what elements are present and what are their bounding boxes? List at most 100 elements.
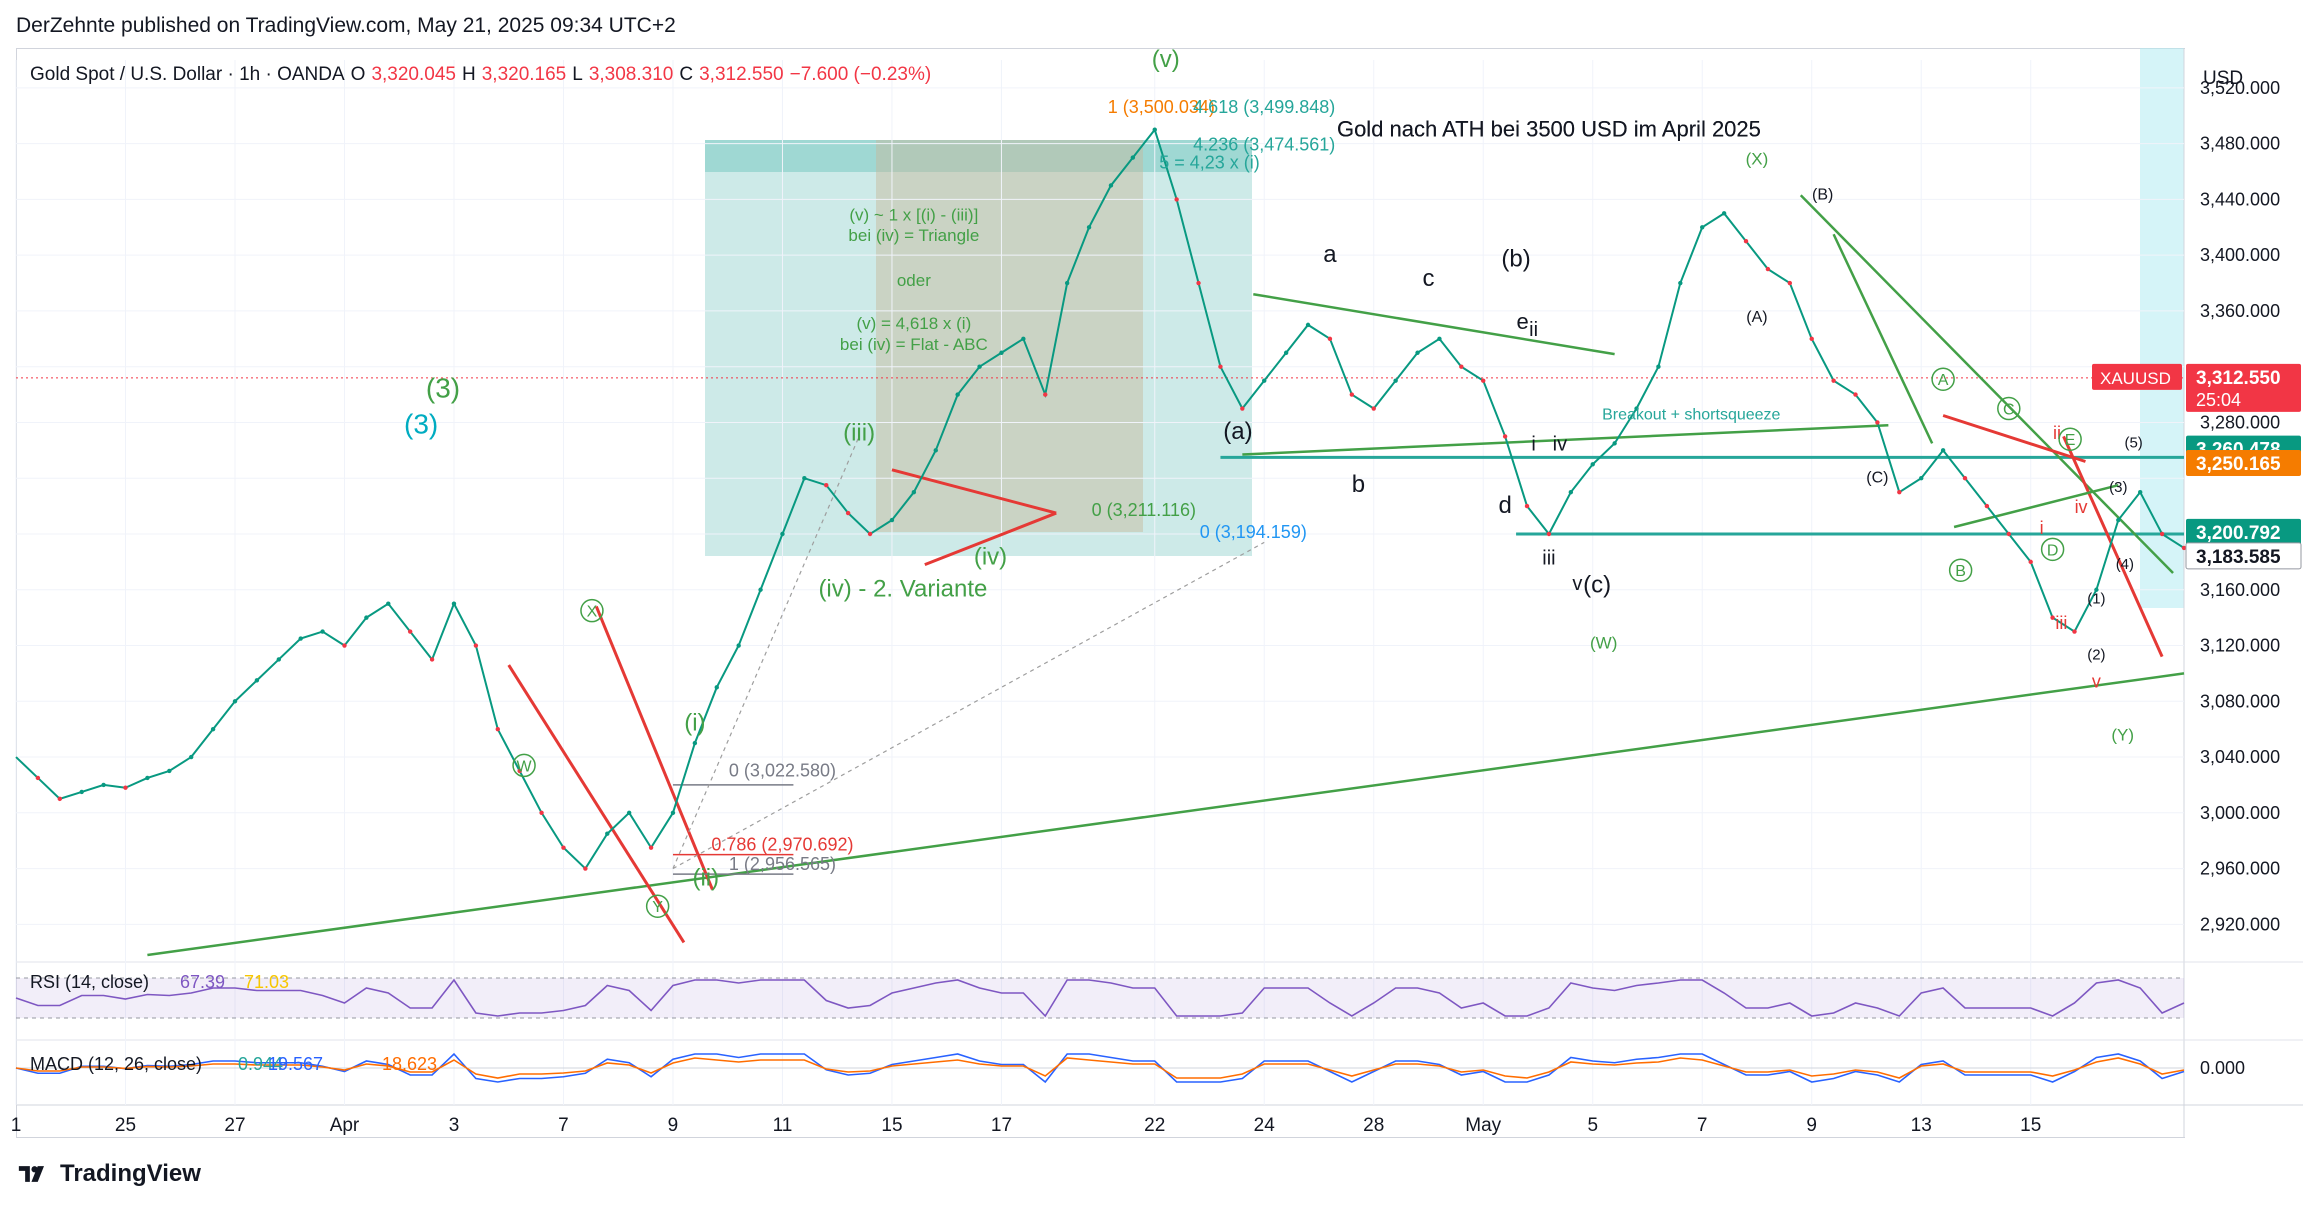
price-point [780,531,785,537]
price-point [276,657,281,662]
circled-wave-label: B [1948,558,1973,582]
macd-line [15,1052,2185,1084]
circled-wave-label: D [2040,537,2065,562]
circle-letter: Y [652,899,663,916]
currency-label[interactable]: USD [2203,68,2243,89]
circled-wave-label: Y [645,894,670,918]
x-tick-label: 9 [668,1115,679,1136]
wave-label: Gold nach ATH bei 3500 USD im April 2025 [1337,117,1761,142]
y-tick-label: 3,280.000 [2200,412,2280,432]
wave-label: (3) [2109,479,2127,496]
price-point [2050,615,2055,620]
price-point [1327,336,1333,342]
price-point [188,754,194,760]
price-badge-countdown: 25:04 [2196,390,2241,410]
price-point [1524,503,1530,509]
price-point [495,726,500,732]
wave-label: 5 = 4,23 x (i) [1159,153,1260,173]
price-point [1853,392,1858,397]
x-tick-label: 28 [1363,1115,1384,1136]
price-badge-bg [2186,363,2301,412]
y-tick-label: 3,440.000 [2200,189,2280,209]
wave-label: (c) [1583,572,1611,599]
triangle-lower-line [1242,424,1889,456]
x-tick-label: Apr [330,1115,360,1136]
wave-label: b [1352,471,1365,498]
price-point [955,392,960,397]
price-point [1700,225,1705,230]
price-point [1064,280,1070,286]
macd-value: 19.567 [268,1054,323,1074]
wave-label: (i) [684,710,705,737]
wave-label: (iv) - 2. Variante [818,576,987,603]
price-point [1678,280,1683,286]
wave-label: bei (iv) = Triangle [848,226,979,245]
price-badge: 3,250.165 [2186,450,2301,477]
price-badge-value: 3,183.585 [2196,547,2281,568]
price-badge: 3,183.585 [2185,542,2302,570]
price-point [670,810,676,816]
price-point [1393,378,1398,383]
price-point [1590,462,1595,467]
price-point [364,615,369,620]
close-value: 3,312.550 [699,64,784,85]
price-point [2094,587,2099,592]
circled-wave-label: C [1997,396,2021,421]
tradingview-footer[interactable]: TradingView [16,1160,201,1188]
support-trendline [147,672,2185,957]
price-point [999,350,1004,355]
open-value: 3,320.045 [371,64,456,85]
circled-wave-label: X [580,598,604,623]
price-point [1086,225,1092,230]
rsi-value: 67.39 [180,972,225,992]
price-point [210,726,216,732]
price-badge-bg [2186,450,2301,477]
price-badge: 3,200.792 [2186,518,2301,545]
price-point [1897,489,1902,495]
price-badge-value: 3,250.165 [2196,454,2281,475]
price-point [2028,559,2033,565]
wave-label: (v) ~ 1 x [(i) - (iii)] [849,205,978,224]
price-point [1305,322,1311,328]
symbol-badge-bg [2092,363,2182,390]
dashed-projection-b [672,436,860,869]
price-point [1984,503,1990,509]
price-point [605,831,610,836]
price-point [911,489,917,495]
circle-marker [1997,396,2021,421]
triangle-red-upper [891,468,1057,515]
wave-label: (1) [2087,591,2105,608]
y-tick-label: 3,000.000 [2200,803,2280,823]
x-tick-label: 15 [2020,1115,2041,1136]
price-point [736,643,741,648]
y-tick-label: 2,920.000 [2200,914,2280,934]
wave-label: iii [2055,613,2067,633]
macd-histogram-value: 0.944 [238,1054,283,1074]
circle-letter: X [587,604,598,621]
price-point [648,845,654,850]
triangle-red-lower [924,511,1057,567]
circle-letter: D [2047,542,2059,559]
price-point [1502,434,1508,439]
rsi-line [15,978,2185,1018]
wave-label: 0 (3,211.116) [1092,500,1196,520]
high-value: 3,320.165 [481,64,567,85]
close-label: C [679,64,694,85]
y-tick-label: 3,040.000 [2200,747,2280,767]
target-band [705,140,1252,172]
wave-label: (v) = 4,618 x (i) [856,314,971,333]
low-value: 3,308.310 [588,64,674,85]
price-axis[interactable] [2185,48,2303,1138]
wave-label: 1 (2,956.565) [729,854,836,874]
x-tick-label: 7 [1697,1115,1708,1136]
wave-label: 0.786 (2,970.692) [711,834,853,854]
wave-label: 0 (3,194.159) [1200,522,1307,542]
price-point [2006,531,2012,537]
price-point [451,601,457,606]
circled-wave-label: E [2058,427,2082,451]
y-tick-label: 3,480.000 [2200,134,2280,154]
red-downtrend-b [2062,435,2164,658]
price-badge-bg [2186,518,2301,545]
circle-marker [645,894,670,918]
